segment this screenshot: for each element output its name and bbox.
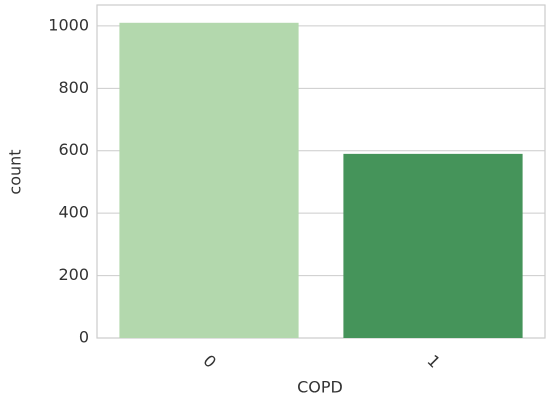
x-tick-label: 1 bbox=[423, 351, 444, 372]
y-tick-label: 200 bbox=[58, 265, 89, 284]
y-tick-label: 0 bbox=[79, 328, 89, 347]
bar bbox=[119, 22, 299, 339]
x-tick-label: 0 bbox=[199, 351, 220, 372]
y-tick-label: 600 bbox=[58, 140, 89, 159]
y-tick-label: 400 bbox=[58, 203, 89, 222]
plot-frame bbox=[96, 4, 546, 339]
y-tick-label: 800 bbox=[58, 78, 89, 97]
y-axis-label: count bbox=[6, 149, 25, 194]
bar bbox=[343, 153, 523, 338]
x-axis-label: COPD bbox=[297, 378, 343, 397]
y-tick-label: 1000 bbox=[48, 15, 89, 34]
